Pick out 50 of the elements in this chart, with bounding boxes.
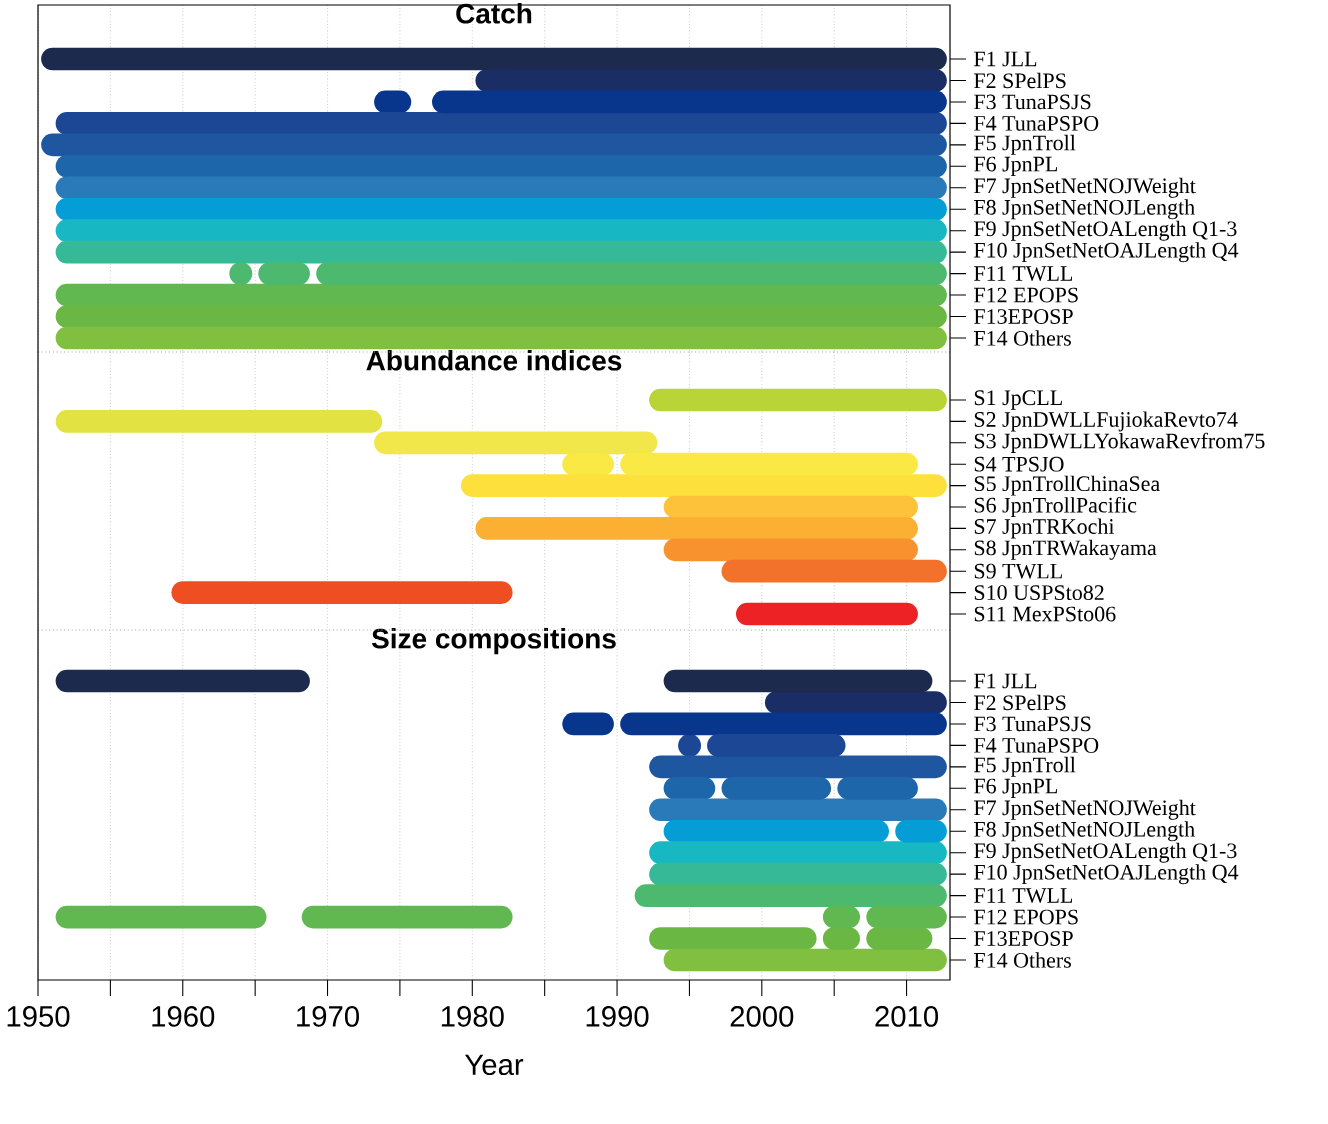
y-tick-label: F3 TunaPSJS — [974, 94, 1091, 110]
y-tick-label: S4 TPSJO — [974, 456, 1064, 472]
y-tick-label: F6 JpnPL — [974, 156, 1057, 176]
y-tick-label: F8 JpnSetNetNOJLength — [974, 199, 1195, 220]
y-tick-label: F5 JpnTroll — [974, 134, 1076, 155]
x-axis-title: Year — [465, 1054, 524, 1076]
y-tick-label: F5 JpnTroll — [974, 756, 1076, 777]
chart-title: Size compositions — [371, 628, 616, 655]
y-tick-label: F12 EPOPS — [974, 909, 1078, 925]
y-tick-label: F14 Others — [974, 330, 1071, 346]
y-tick-label: F2 SPelPS — [974, 694, 1066, 711]
y-tick-label: F11 TWLL — [974, 266, 1073, 282]
y-tick-label: F2 SPelPS — [974, 72, 1066, 89]
x-tick-label: 1960 — [152, 1006, 215, 1027]
y-tick-label: S11 MexPSto06 — [974, 606, 1116, 622]
chart-title: Catch — [456, 3, 532, 24]
x-tick-label: 1990 — [586, 1006, 649, 1027]
y-tick-label: S6 JpnTrollPacific — [974, 496, 1137, 518]
y-tick-label: F1 JLL — [974, 673, 1037, 689]
y-tick-label: F6 JpnPL — [974, 778, 1057, 798]
y-tick-label: S5 JpnTrollChinaSea — [974, 475, 1160, 496]
y-tick-label: F11 TWLL — [974, 888, 1073, 904]
y-tick-label: S8 JpnTRWakayama — [974, 539, 1157, 560]
y-tick-label: F7 JpnSetNetNOJWeight — [974, 799, 1196, 820]
y-tick-label: S3 JpnDWLLYokawaRevfrom75 — [974, 432, 1265, 453]
x-tick-label: 1950 — [7, 1006, 70, 1027]
y-tick-label: F12 EPOPS — [974, 287, 1078, 303]
y-tick-label: F9 JpnSetNetOALength Q1-3 — [974, 842, 1237, 863]
y-tick-label: F7 JpnSetNetNOJWeight — [974, 177, 1196, 198]
y-tick-label: F10 JpnSetNetOAJLength Q4 — [974, 864, 1239, 885]
y-tick-label: S9 TWLL — [974, 563, 1062, 579]
y-tick-label: F10 JpnSetNetOAJLength Q4 — [974, 242, 1239, 263]
y-tick-label: S2 JpnDWLLFujiokaRevto74 — [974, 411, 1238, 432]
x-tick-label: 2000 — [730, 1006, 794, 1027]
y-tick-label: S7 JpnTRKochi — [974, 518, 1115, 539]
y-tick-label: S1 JpCLL — [974, 390, 1062, 410]
y-tick-label: F3 TunaPSJS — [974, 716, 1091, 732]
chart-title: Abundance indices — [366, 350, 622, 371]
y-tick-label: F13EPOSP — [974, 309, 1073, 324]
y-tick-label: F9 JpnSetNetOALength Q1-3 — [974, 220, 1237, 241]
x-tick-label: 2010 — [875, 1006, 939, 1027]
y-tick-label: S10 USPSto82 — [974, 585, 1104, 601]
x-tick-label: 1980 — [441, 1006, 504, 1027]
y-tick-label: F8 JpnSetNetNOJLength — [974, 821, 1195, 842]
y-tick-label: F14 Others — [974, 952, 1071, 968]
y-tick-label: F4 TunaPSPO — [974, 115, 1099, 131]
y-tick-label: F4 TunaPSPO — [974, 737, 1099, 753]
x-tick-label: 1970 — [297, 1006, 359, 1027]
y-tick-label: F13EPOSP — [974, 931, 1073, 946]
y-tick-label: F1 JLL — [974, 51, 1037, 67]
